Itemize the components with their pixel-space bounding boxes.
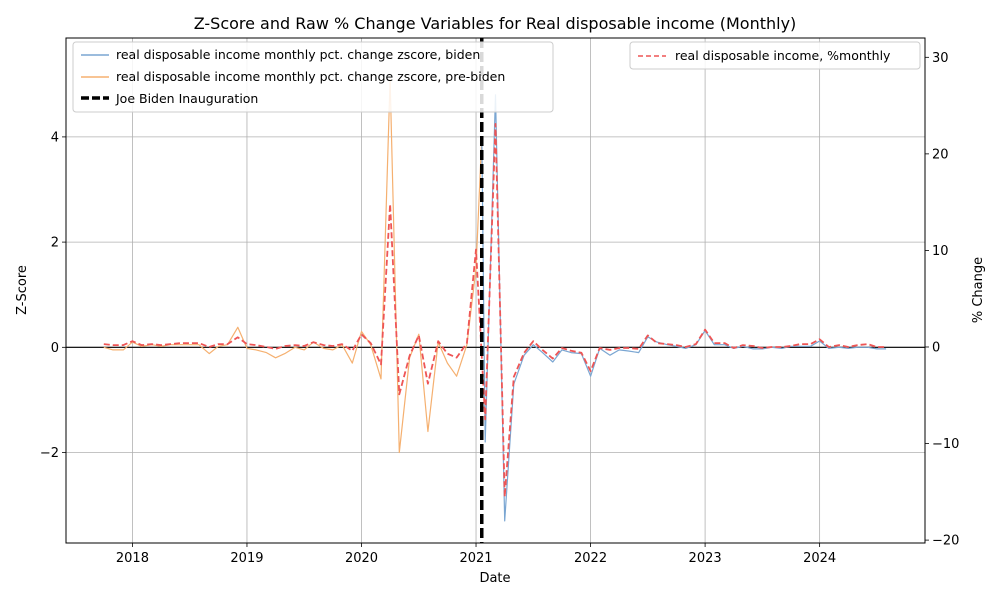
legend-label-pct: real disposable income, %monthly bbox=[675, 48, 891, 63]
y-axis-right: −20 −10 0 10 20 30 bbox=[925, 51, 959, 549]
legend-label-biden: real disposable income monthly pct. chan… bbox=[116, 47, 480, 62]
y-left-tick-label: 4 bbox=[51, 130, 59, 145]
legend-left: real disposable income monthly pct. chan… bbox=[72, 41, 554, 113]
plot-frame bbox=[65, 37, 926, 544]
y-right-tick-label: 0 bbox=[932, 340, 940, 355]
legend-left-box bbox=[72, 41, 554, 113]
series-layer bbox=[66, 38, 925, 543]
series-line-biden bbox=[481, 94, 887, 522]
x-tick-label: 2024 bbox=[803, 551, 836, 566]
x-axis: 2018 2019 2020 2021 2022 2023 2024 bbox=[116, 543, 836, 566]
y-right-tick-label: 30 bbox=[932, 51, 949, 66]
y-left-tick-label: 2 bbox=[51, 236, 59, 251]
y-left-tick-label: 0 bbox=[51, 341, 59, 356]
chart-title: Z-Score and Raw % Change Variables for R… bbox=[194, 14, 797, 33]
x-tick-label: 2021 bbox=[459, 551, 492, 566]
y-right-tick-label: 10 bbox=[932, 244, 949, 259]
legend-label-inauguration: Joe Biden Inauguration bbox=[115, 91, 258, 106]
x-tick-label: 2018 bbox=[116, 551, 149, 566]
y-axis-left-label: Z-Score bbox=[15, 265, 30, 315]
y-axis-right-label: % Change bbox=[971, 257, 986, 323]
x-tick-label: 2022 bbox=[574, 551, 607, 566]
x-axis-label: Date bbox=[479, 571, 510, 586]
y-right-tick-label: −20 bbox=[932, 534, 959, 549]
x-tick-label: 2023 bbox=[689, 551, 722, 566]
legend-right-box bbox=[629, 41, 921, 70]
legend-label-pre-biden: real disposable income monthly pct. chan… bbox=[116, 69, 505, 84]
y-right-tick-label: 20 bbox=[932, 147, 949, 162]
y-axis-left: −2 0 2 4 bbox=[40, 130, 66, 461]
y-left-tick-label: −2 bbox=[40, 446, 59, 461]
x-tick-label: 2019 bbox=[230, 551, 263, 566]
x-tick-label: 2020 bbox=[345, 551, 378, 566]
y-right-tick-label: −10 bbox=[932, 437, 959, 452]
legend-right: real disposable income, %monthly bbox=[629, 41, 921, 70]
series-line-pct-monthly bbox=[103, 123, 887, 498]
